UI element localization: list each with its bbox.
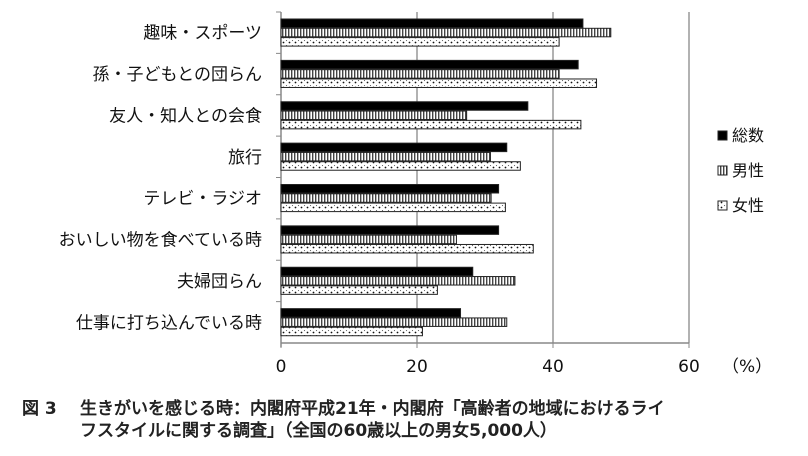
legend-swatch xyxy=(717,165,728,176)
category-label: 夫婦団らん xyxy=(177,272,262,292)
bar-総数 xyxy=(280,59,579,70)
figure-number: 図 3 xyxy=(22,399,57,419)
x-tick-label: 40 xyxy=(542,357,564,377)
bar-女性 xyxy=(280,37,560,47)
category-label: 趣味・スポーツ xyxy=(143,24,262,44)
bar-男性 xyxy=(280,110,468,121)
bar-総数 xyxy=(280,266,474,277)
x-axis-unit: （%） xyxy=(722,357,772,377)
legend-swatch xyxy=(717,130,728,141)
bar-男性 xyxy=(280,317,508,327)
bar-男性 xyxy=(280,27,612,38)
caption-line-2: フスタイルに関する調査」（全国の60歳以上の男女5,000人） xyxy=(80,421,557,441)
figure-caption: 図 3 生きがいを感じる時：内閣府平成21年・内閣府「高齢者の地域におけるライ フ… xyxy=(22,398,665,442)
bar-総数 xyxy=(280,101,529,111)
x-tick-label: 60 xyxy=(678,357,700,377)
category-label: 旅行 xyxy=(228,148,262,168)
bar-女性 xyxy=(280,326,423,337)
category-label: 友人・知人との会食 xyxy=(109,106,262,126)
caption-line-1: 生きがいを感じる時：内閣府平成21年・内閣府「高齢者の地域におけるライ xyxy=(80,399,665,419)
category-label: テレビ・ラジオ xyxy=(143,189,262,209)
category-label: 仕事に打ち込んでいる時 xyxy=(76,313,262,333)
legend-label: 女性 xyxy=(732,196,764,215)
bar-総数 xyxy=(280,308,462,318)
category-label: おいしい物を食べている時 xyxy=(59,231,262,251)
bar-総数 xyxy=(280,184,500,194)
bar-女性 xyxy=(280,243,534,254)
bar-女性 xyxy=(280,202,506,213)
legend-swatch xyxy=(717,200,728,211)
bar-女性 xyxy=(280,119,582,130)
bar-総数 xyxy=(280,142,508,153)
legend-label: 男性 xyxy=(732,161,764,180)
bar-男性 xyxy=(280,69,560,79)
bar-女性 xyxy=(280,161,521,171)
bar-男性 xyxy=(280,276,516,286)
x-tick-label: 20 xyxy=(406,357,428,377)
bar-女性 xyxy=(280,285,438,295)
bar-男性 xyxy=(280,234,457,245)
legend-label: 総数 xyxy=(732,126,764,145)
category-label: 孫・子どもとの団らん xyxy=(93,65,263,85)
bar-chart: 趣味・スポーツ孫・子どもとの団らん友人・知人との会食旅行テレビ・ラジオおいしい物… xyxy=(59,11,772,377)
bar-総数 xyxy=(280,18,584,28)
bar-男性 xyxy=(280,193,492,203)
x-tick-label: 0 xyxy=(276,357,287,377)
bar-女性 xyxy=(280,78,598,88)
bar-男性 xyxy=(280,151,491,162)
bar-総数 xyxy=(280,225,500,235)
